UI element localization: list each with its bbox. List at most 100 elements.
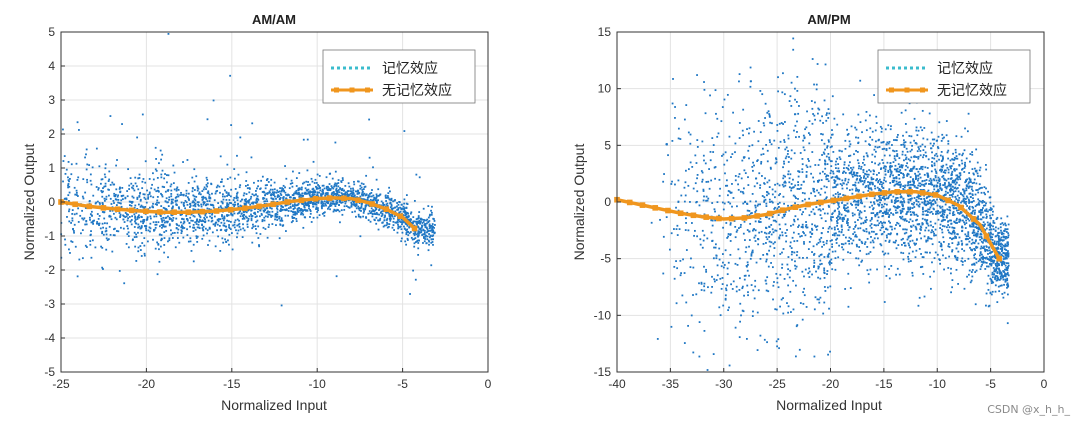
scatter-point <box>985 227 988 230</box>
scatter-point <box>827 227 830 230</box>
scatter-point <box>323 204 325 207</box>
scatter-point <box>98 222 101 225</box>
scatter-point <box>407 215 410 217</box>
scatter-point <box>1001 231 1003 234</box>
scatter-point <box>976 161 979 164</box>
scatter-point <box>951 204 954 207</box>
scatter-point <box>978 210 981 213</box>
scatter-point <box>311 193 314 196</box>
scatter-point <box>226 202 229 205</box>
scatter-point <box>881 222 883 225</box>
scatter-point <box>90 221 93 224</box>
scatter-point <box>930 204 933 207</box>
scatter-point <box>101 203 104 206</box>
scatter-point <box>829 285 832 288</box>
scatter-point <box>248 191 251 194</box>
scatter-point <box>782 177 785 180</box>
scatter-point <box>788 156 790 158</box>
scatter-point <box>219 218 222 221</box>
scatter-point <box>1006 322 1009 325</box>
scatter-point <box>130 182 133 185</box>
scatter-point <box>117 198 120 201</box>
scatter-point <box>1007 252 1010 255</box>
scatter-point <box>992 260 995 263</box>
scatter-point <box>301 192 304 195</box>
scatter-point <box>90 214 93 217</box>
scatter-point <box>235 229 237 232</box>
scatter-point <box>122 218 125 221</box>
scatter-point <box>136 136 139 139</box>
scatter-point <box>984 257 987 260</box>
scatter-point <box>974 253 977 256</box>
scatter-point <box>746 265 748 268</box>
scatter-point <box>180 193 183 196</box>
scatter-point <box>270 216 273 218</box>
scatter-point <box>829 240 832 242</box>
scatter-point <box>961 257 964 260</box>
scatter-point <box>963 223 966 226</box>
scatter-point <box>321 188 324 191</box>
scatter-point <box>787 204 789 207</box>
scatter-point <box>204 214 207 217</box>
scatter-point <box>229 228 232 231</box>
scatter-point <box>421 222 424 224</box>
scatter-point <box>217 220 220 223</box>
scatter-point <box>857 167 860 170</box>
scatter-point <box>386 196 388 199</box>
scatter-point <box>921 213 924 216</box>
scatter-point <box>939 154 942 157</box>
scatter-point <box>993 259 996 262</box>
scatter-point <box>966 275 968 278</box>
scatter-point <box>307 203 310 206</box>
scatter-point <box>261 220 264 223</box>
scatter-point <box>826 112 828 115</box>
scatter-point <box>286 194 289 197</box>
scatter-point <box>918 197 920 200</box>
scatter-point <box>985 240 987 243</box>
scatter-point <box>838 212 841 215</box>
scatter-point <box>939 206 942 209</box>
scatter-point <box>801 213 803 216</box>
scatter-point <box>134 204 137 207</box>
scatter-point <box>306 192 309 195</box>
scatter-point <box>840 243 843 245</box>
scatter-point <box>684 229 687 231</box>
scatter-point <box>325 187 328 190</box>
scatter-point <box>381 213 384 216</box>
scatter-point <box>212 99 215 102</box>
scatter-point <box>875 173 878 176</box>
scatter-point <box>751 249 754 252</box>
scatter-point <box>984 250 987 253</box>
scatter-point <box>294 207 296 209</box>
scatter-point <box>109 183 112 186</box>
scatter-point <box>978 187 981 190</box>
scatter-point <box>683 186 686 189</box>
legend-label-no-memory: 无记忆效应 <box>382 82 452 98</box>
scatter-point <box>903 141 906 144</box>
scatter-point <box>727 261 730 264</box>
scatter-point <box>1007 264 1010 267</box>
scatter-point <box>970 271 973 273</box>
scatter-point <box>831 129 833 131</box>
scatter-point <box>324 192 327 195</box>
scatter-point <box>833 186 836 189</box>
scatter-point <box>956 256 959 259</box>
scatter-point <box>879 189 882 192</box>
scatter-point <box>787 170 790 173</box>
scatter-point <box>914 225 917 228</box>
scatter-point <box>389 202 392 205</box>
scatter-point <box>824 159 826 162</box>
scatter-point <box>875 115 878 118</box>
scatter-point <box>176 237 179 239</box>
scatter-point <box>1003 248 1006 251</box>
scatter-point <box>214 223 217 225</box>
scatter-point <box>775 272 778 275</box>
scatter-point <box>319 189 322 192</box>
scatter-point <box>414 231 417 233</box>
scatter-point <box>876 146 879 149</box>
scatter-point <box>943 169 946 172</box>
scatter-point <box>240 212 243 215</box>
scatter-point <box>793 240 796 243</box>
chart-title: AM/PM <box>807 12 850 27</box>
scatter-point <box>193 189 196 191</box>
